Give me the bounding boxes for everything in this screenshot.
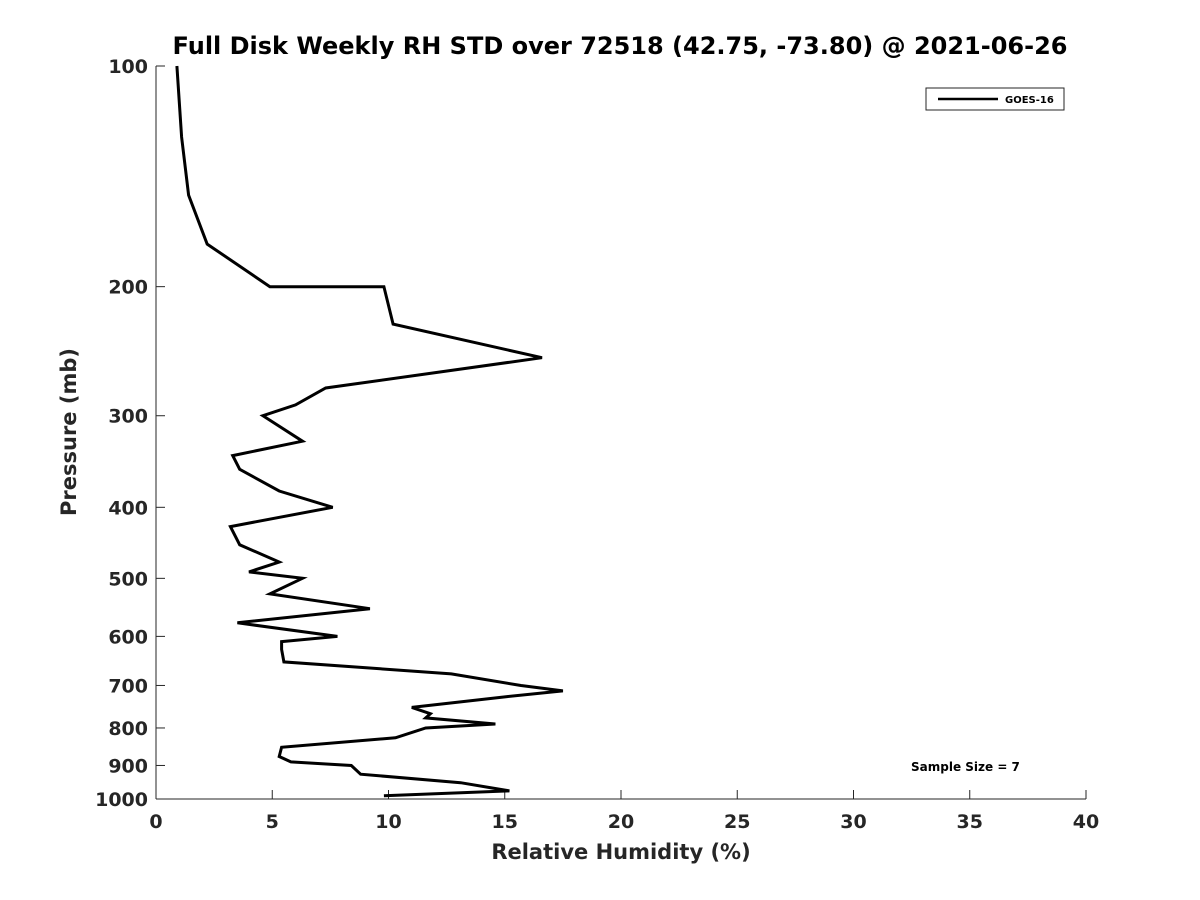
sample-size-annotation: Sample Size = 7 [911, 760, 1020, 774]
series-line-goes-16 [175, 65, 564, 798]
y-tick-label: 1000 [95, 789, 148, 811]
y-tick-label: 100 [108, 56, 148, 78]
legend-label-goes-16: GOES-16 [1005, 95, 1054, 106]
x-tick-label: 0 [149, 811, 162, 833]
axis-ticks: 0 5 10 15 20 25 30 35 40 100 200 300 400 500 600 700 800… [95, 56, 1099, 833]
y-axis-label: Pressure (mb) [57, 348, 81, 516]
chart-title: Full Disk Weekly RH STD over 72518 (42.7… [173, 32, 1068, 60]
plot-area [156, 66, 1086, 799]
series-layer [175, 65, 564, 798]
x-tick-label: 40 [1073, 811, 1099, 833]
y-tick-label: 500 [108, 568, 148, 590]
y-tick-label: 900 [108, 755, 148, 777]
x-tick-label: 5 [266, 811, 279, 833]
x-tick-label: 10 [375, 811, 401, 833]
y-tick-label: 700 [108, 675, 148, 697]
x-tick-label: 35 [957, 811, 983, 833]
x-tick-label: 25 [724, 811, 750, 833]
axes [155, 66, 1086, 800]
x-tick-label: 20 [608, 811, 634, 833]
y-tick-label: 200 [108, 277, 148, 299]
y-tick-label: 300 [108, 406, 148, 428]
legend: GOES-16 [925, 87, 1065, 111]
x-axis-label: Relative Humidity (%) [491, 840, 750, 864]
y-tick-label: 400 [108, 497, 148, 519]
x-tick-label: 30 [840, 811, 866, 833]
y-tick-label: 600 [108, 626, 148, 648]
y-tick-label: 800 [108, 718, 148, 740]
x-tick-label: 15 [492, 811, 518, 833]
